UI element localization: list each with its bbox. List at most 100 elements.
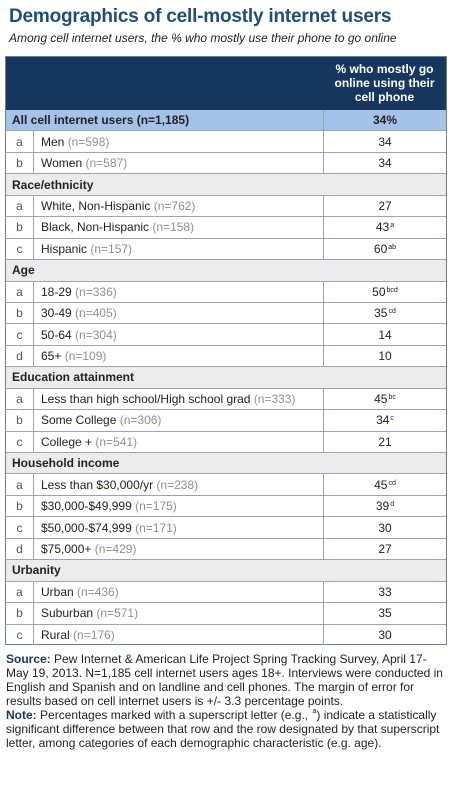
row-letter: c [6, 624, 34, 645]
section-header-row: Household income [6, 452, 446, 474]
table-header: % who mostly go online using their cell … [6, 57, 446, 109]
row-letter: a [6, 474, 34, 495]
row-label-text: Education attainment [12, 370, 135, 385]
row-label-text: Urbanity [12, 563, 61, 578]
row-label: Household income [12, 453, 119, 473]
sample-size: (n=336) [75, 284, 117, 299]
percent-value: 34% [323, 110, 446, 131]
source-text: Pew Internet & American Life Project Spr… [6, 652, 443, 708]
row-label-text: Household income [12, 456, 120, 471]
row-letter: d [6, 538, 34, 560]
note-text-before: Percentages marked with a superscript le… [40, 708, 312, 722]
row-label: College + (n=541) [41, 432, 137, 452]
row-letter: a [6, 388, 34, 410]
row-letter: c [6, 238, 34, 260]
sample-size: (n=587) [85, 156, 128, 171]
row-label-text: Race/ethnicity [12, 177, 94, 192]
row-letter: b [6, 217, 34, 238]
note-text-after: ) indicate a statistically significant d… [6, 708, 440, 750]
footnotes: Source: Pew Internet & American Life Pro… [6, 652, 446, 750]
row-label: 65+ (n=109) [41, 346, 106, 366]
sample-size: (n=109) [64, 349, 107, 364]
sample-size: (n=175) [135, 499, 177, 514]
row-label-text: College + [41, 434, 93, 449]
row-label: Urban (n=436) [41, 582, 119, 602]
percent-value-text: 45 [374, 391, 388, 406]
row-label: Black, Non-Hispanic (n=158) [41, 217, 194, 237]
row-label-text: Suburban [41, 606, 94, 621]
row-label: $75,000+ (n=429) [41, 539, 136, 559]
row-letter: a [6, 195, 34, 217]
table-row: b $30,000-$49,999 (n=175) 39 d [6, 494, 446, 517]
table-row: a Men (n=598) 34 [6, 130, 446, 152]
percent-value-text: 21 [378, 434, 392, 449]
table-row: b Women (n=587) 34 [6, 151, 446, 174]
sample-size: (n=571) [96, 606, 139, 621]
row-letter: a [6, 131, 34, 152]
row-label-text: $30,000-$49,999 [41, 499, 132, 514]
percent-value: 35 [323, 603, 446, 624]
percent-value-text: 33 [378, 584, 392, 599]
row-label: 30-49 (n=405) [41, 303, 117, 323]
percent-value: 34 c [323, 410, 446, 431]
percent-value-text: 35 [378, 606, 392, 621]
row-label-text: Men [41, 134, 65, 149]
sample-size: (n=436) [77, 584, 119, 599]
row-label-text: Hispanic [41, 241, 88, 256]
table-row: b Suburban (n=571) 35 [6, 602, 446, 624]
source-label: Source: [6, 652, 51, 666]
row-label: Women (n=587) [41, 153, 127, 173]
percent-value: 34 [323, 131, 446, 152]
sample-size: (n=429) [94, 542, 137, 557]
row-label: Less than $30,000/yr (n=238) [41, 474, 198, 494]
percent-value: 43 a [323, 217, 446, 238]
row-label-text: 30-49 [41, 306, 72, 321]
row-label: All cell internet users (n=1,185) [12, 110, 189, 130]
percent-value-text: 27 [378, 542, 392, 557]
percent-value: 39 d [323, 495, 446, 517]
source-note: Source: Pew Internet & American Life Pro… [6, 652, 446, 708]
total-row: All cell internet users (n=1,185) 34% [6, 109, 446, 131]
percent-value-text: 30 [378, 520, 392, 535]
row-label: 18-29 (n=336) [41, 282, 117, 302]
row-letter: b [6, 603, 34, 624]
table-row: c 50-64 (n=304) 14 [6, 323, 446, 345]
percent-value: 21 [323, 431, 446, 453]
page-subtitle: Among cell internet users, the % who mos… [9, 31, 397, 45]
row-label-text: Less than high school/High school grad [41, 391, 251, 406]
percent-value: 60 ab [323, 238, 446, 260]
table-row: d 65+ (n=109) 10 [6, 344, 446, 367]
sample-size: (n=598) [67, 134, 110, 149]
sample-size: (n=238) [156, 477, 199, 492]
demographics-table: % who mostly go online using their cell … [5, 56, 447, 645]
percent-value-text: 60 [373, 241, 388, 256]
row-label: Suburban (n=571) [41, 603, 138, 623]
row-letter: b [6, 410, 34, 431]
row-label: $30,000-$49,999 (n=175) [41, 496, 177, 516]
percent-value-text: 10 [378, 349, 392, 364]
row-letter: c [6, 431, 34, 453]
row-label: $50,000-$74,999 (n=171) [41, 517, 177, 537]
row-label: Rural (n=176) [41, 625, 115, 645]
percent-value: 30 [323, 517, 446, 538]
table-row: c Hispanic (n=157) 60 ab [6, 237, 446, 260]
note: Note: Percentages marked with a superscr… [6, 708, 446, 750]
percent-value-text: 35 [374, 306, 388, 321]
row-letter: b [6, 302, 34, 324]
row-label-text: Women [41, 156, 83, 171]
percent-value: 27 [323, 195, 446, 217]
sample-size: (n=333) [253, 391, 296, 406]
section-header-row: Age [6, 259, 446, 281]
row-label-text: Age [12, 263, 35, 278]
table-row: c $50,000-$74,999 (n=171) 30 [6, 516, 446, 538]
section-header-row: Race/ethnicity [6, 173, 446, 195]
row-label-text: 65+ [41, 349, 62, 364]
percent-value-text: 43 [375, 220, 390, 235]
row-label-text: Urban [41, 584, 74, 599]
row-label-text: White, Non-Hispanic [41, 198, 151, 213]
percent-value-text: 34% [372, 113, 398, 128]
row-label: Some College (n=306) [41, 410, 161, 430]
sample-size: (n=762) [153, 198, 196, 213]
table-row: a White, Non-Hispanic (n=762) 27 [6, 194, 446, 217]
